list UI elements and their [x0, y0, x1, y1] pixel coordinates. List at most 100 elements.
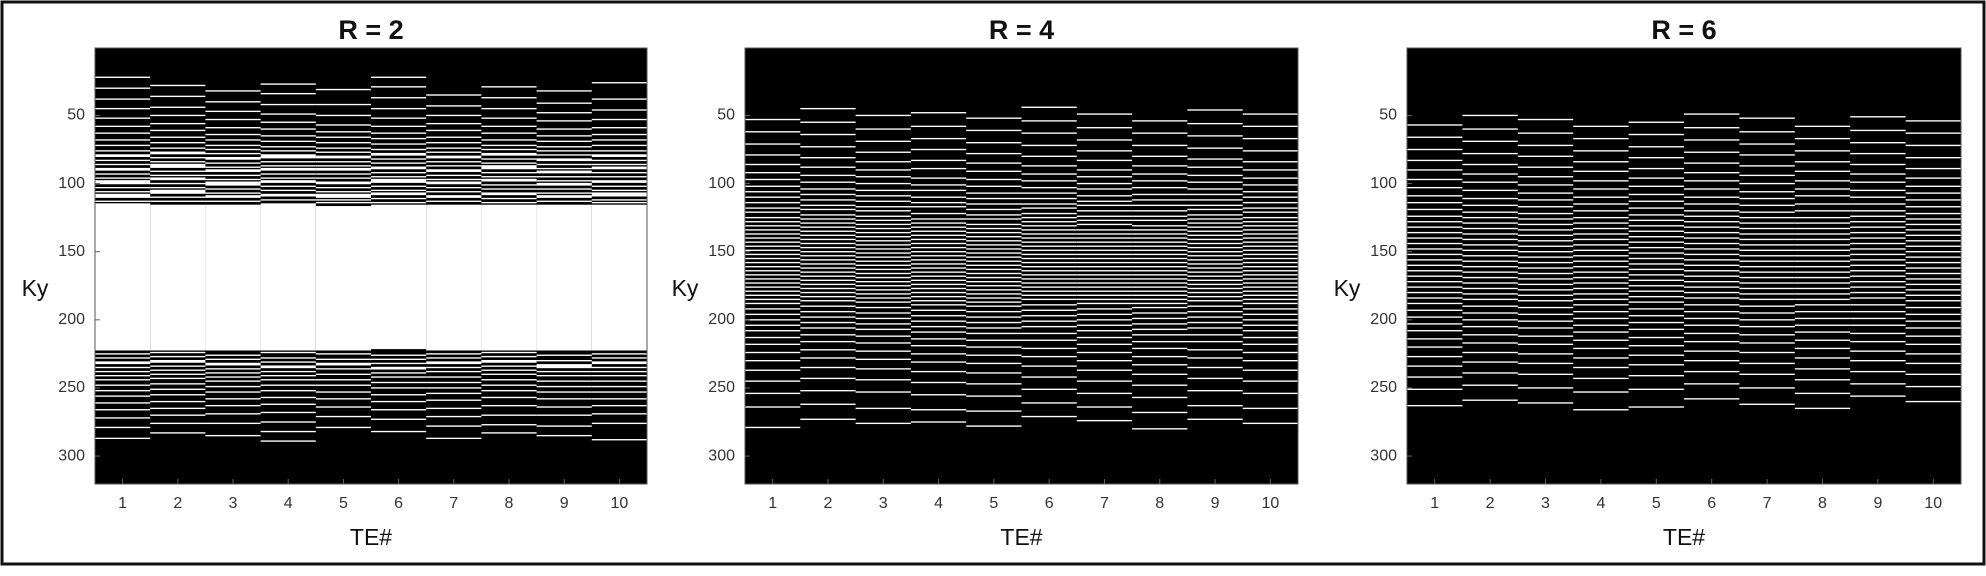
sampled-line [591, 201, 647, 204]
sampled-line [745, 290, 801, 292]
sampled-line [1021, 197, 1077, 200]
sampled-line [1076, 253, 1133, 256]
sampled-line [315, 362, 371, 366]
sampled-line [910, 345, 967, 347]
sampled-line [910, 331, 967, 333]
sampled-line [1021, 144, 1077, 147]
sampled-line [371, 394, 427, 396]
sampled-line [1573, 137, 1629, 140]
sampled-line [1684, 203, 1740, 205]
sampled-line [1794, 282, 1851, 284]
sampled-line [1076, 113, 1133, 115]
sampled-line [1905, 206, 1961, 208]
sampled-line [1905, 199, 1961, 201]
sampled-line [1187, 389, 1243, 392]
sampled-line [371, 107, 427, 110]
sampled-line [910, 137, 967, 140]
sampled-line [1407, 404, 1463, 407]
sampled-line [1242, 319, 1298, 321]
sampled-line [1462, 255, 1518, 257]
sampled-line [966, 316, 1022, 318]
sampled-line [481, 171, 537, 174]
sampled-line [1132, 266, 1188, 268]
sampled-line [1684, 286, 1740, 288]
sampled-line [205, 188, 261, 190]
sampled-line [1573, 222, 1629, 224]
sampled-line [1021, 365, 1077, 367]
sampled-line [1132, 294, 1188, 296]
sampled-line [591, 192, 647, 197]
sampled-line [1021, 203, 1077, 205]
sampled-line [1076, 139, 1133, 141]
sampled-line [1076, 195, 1133, 197]
sampled-line [371, 137, 427, 140]
sampled-line [205, 157, 261, 160]
sampled-line [855, 328, 911, 331]
x-tick-label: 1 [1430, 495, 1439, 512]
sampled-line [1187, 327, 1243, 329]
sampled-line [1573, 409, 1629, 411]
sampled-line [1076, 215, 1133, 217]
sampled-line [855, 114, 911, 117]
sampled-line [260, 140, 316, 143]
sampled-line [95, 200, 151, 202]
sampled-line [1407, 259, 1463, 261]
sampled-line [591, 422, 647, 425]
sampled-line [536, 425, 592, 427]
sampled-line [910, 255, 967, 257]
sampled-line [1021, 347, 1077, 350]
sampled-line [315, 147, 371, 149]
sampled-line [481, 192, 537, 196]
sampled-line [1132, 237, 1188, 239]
sampled-line [371, 166, 427, 170]
sampled-line [855, 272, 911, 275]
sampled-line [1684, 139, 1740, 141]
sampled-line [536, 176, 592, 178]
sampled-line [1132, 384, 1188, 386]
sampled-line [1242, 360, 1298, 362]
sampled-line [1905, 306, 1961, 309]
y-tick-label: 200 [708, 311, 735, 328]
sampled-line [1242, 286, 1298, 288]
sampled-line [1739, 143, 1795, 145]
sampled-line [800, 107, 856, 110]
sampled-line [855, 301, 911, 303]
sampled-line [1132, 144, 1188, 147]
x-tick-label: 5 [1652, 495, 1661, 512]
sampled-line [800, 259, 856, 261]
sampled-line [536, 375, 592, 377]
sampled-line [966, 289, 1022, 291]
sampled-line [426, 178, 482, 181]
sampled-line [260, 430, 316, 433]
sampled-line [371, 171, 427, 174]
sampled-line [205, 181, 261, 186]
sampled-line [260, 177, 316, 179]
sampled-line [855, 391, 911, 393]
sampled-line [1076, 330, 1133, 332]
sampled-line [205, 434, 261, 437]
sampled-line [1187, 418, 1243, 420]
sampled-line [1021, 294, 1077, 296]
sampled-line [1407, 253, 1463, 256]
sampled-line [1076, 261, 1133, 264]
sampled-line [1739, 211, 1795, 213]
sampled-line [1407, 124, 1463, 126]
sampled-line [855, 260, 911, 262]
sampled-line [855, 227, 911, 230]
sampled-line [910, 338, 967, 340]
sampled-line [1684, 237, 1740, 239]
sampled-line [426, 392, 482, 395]
sampled-line [855, 195, 911, 197]
sampled-line [260, 173, 316, 175]
sampled-line [95, 370, 151, 373]
sampled-line [855, 379, 911, 381]
sampled-line [1076, 266, 1133, 268]
sampled-line [1462, 233, 1518, 235]
sampled-line [426, 407, 482, 410]
sampled-line [1021, 286, 1077, 288]
sampled-line [1684, 324, 1740, 326]
sampled-line [1407, 208, 1463, 211]
sampled-line [1739, 191, 1795, 193]
sampled-line [800, 275, 856, 277]
sampled-line [1076, 343, 1133, 346]
